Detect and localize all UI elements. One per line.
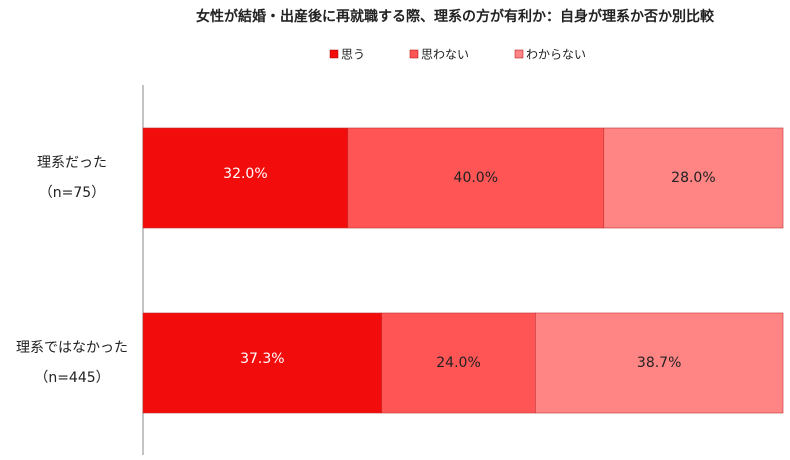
legend-label: わからない [526, 48, 586, 62]
chart-title: 女性が結婚・出産後に再就職する際、理系の方が有利か：自身が理系か否か別比較 [196, 8, 715, 25]
category-label: 理系だった （n=75） [37, 155, 107, 201]
legend-label: 思う [341, 48, 365, 62]
bar-segment [142, 127, 349, 229]
bar-segment [381, 312, 536, 414]
bar-segment [347, 127, 605, 229]
value-label: 24.0% [436, 355, 480, 371]
legend-swatch [329, 49, 339, 59]
bar-segment [603, 127, 784, 229]
category-label: 理系ではなかった （n=445） [16, 340, 128, 386]
value-label: 40.0% [454, 170, 498, 186]
bar-segment [535, 312, 784, 414]
value-label: 28.0% [671, 170, 715, 186]
value-label: 37.3% [240, 351, 284, 367]
legend-swatch [514, 49, 524, 59]
legend-label: 思わない [421, 48, 469, 62]
bar-segment [142, 312, 383, 414]
legend-swatch [409, 49, 419, 59]
value-label: 32.0% [223, 166, 267, 182]
value-label: 38.7% [637, 355, 681, 371]
